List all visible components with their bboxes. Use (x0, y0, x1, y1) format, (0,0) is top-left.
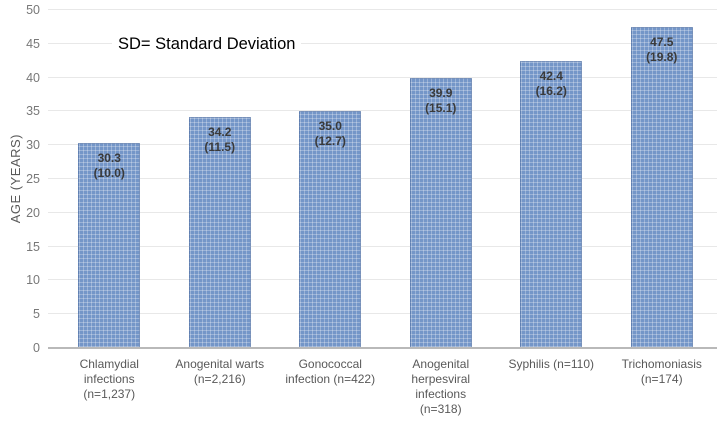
bar-1: 34.2 (11.5) (188, 116, 251, 348)
category-label-0: Chlamydial infections (n=1,237) (79, 357, 139, 401)
bar-sd-label: (12.7) (314, 134, 346, 149)
gridline-5 (48, 313, 717, 315)
category-label-3: Anogenital herpesviral infections (n=318… (411, 357, 471, 416)
bar-value-label: 42.4 (539, 69, 563, 84)
gridline-20 (48, 211, 717, 213)
bar-label-2: 35.0 (12.7) (286, 119, 374, 149)
bar-slot-3: 39.9 (15.1) (386, 10, 497, 348)
gridline-30 (48, 144, 717, 146)
bar-sd-label: (11.5) (204, 139, 236, 154)
bar-sd-label: (19.8) (646, 49, 678, 64)
gridline-25 (48, 178, 717, 179)
bar-sd-label: (16.2) (535, 84, 567, 99)
bar-slot-4: 42.4 (16.2) (496, 10, 607, 348)
bar-label-4: 42.4 (16.2) (507, 69, 595, 99)
bar-sd-label: (10.0) (93, 166, 125, 181)
y-tick-label-50: 50 (26, 3, 40, 17)
gridline-35 (48, 110, 717, 112)
bar-sd-label: (15.1) (425, 101, 457, 116)
y-tick-label-35: 35 (26, 104, 40, 119)
bar-slot-5: 47.5 (19.8) (607, 10, 718, 348)
bars-layer: 30.3 (10.0) 34.2 (11.5) 35.0 (12.7) 39.9 (15.1)… (54, 10, 717, 348)
bar-slot-0: 30.3 (10.0) (54, 10, 165, 348)
y-tick-label-15: 15 (26, 239, 40, 254)
category-label-2: Gonococcal infection (n=422) (285, 357, 376, 386)
bar-value-label: 47.5 (650, 34, 674, 49)
y-tick-label-30: 30 (26, 138, 40, 153)
bar-value-label: 30.3 (97, 151, 121, 166)
y-tick-label-25: 25 (26, 172, 40, 186)
plot-area: 30.3 (10.0) 34.2 (11.5) 35.0 (12.7) 39.9 (15.1)… (48, 9, 717, 349)
bar-value-label: 39.9 (429, 86, 453, 101)
gridline-45 (48, 42, 717, 44)
category-label-5: Trichomoniasis (n=174) (621, 357, 702, 386)
bar-value-label: 34.2 (208, 124, 232, 139)
y-tick-label-0: 0 (33, 341, 40, 355)
gridline-15 (48, 245, 717, 247)
sd-annotation: SD= Standard Deviation (112, 33, 302, 56)
y-tick-label-45: 45 (26, 36, 40, 51)
bar-2: 35.0 (12.7) (299, 111, 362, 348)
y-tick-label-5: 5 (33, 307, 40, 322)
bar-4: 42.4 (16.2) (520, 61, 583, 348)
y-tick-label-40: 40 (26, 70, 40, 85)
category-label-1: Anogenital warts (n=2,216) (175, 357, 265, 386)
bar-slot-1: 34.2 (11.5) (165, 10, 276, 348)
bar-3: 39.9 (15.1) (409, 78, 472, 348)
y-tick-label-10: 10 (26, 273, 40, 288)
bar-value-label: 35.0 (318, 119, 342, 134)
bar-0: 30.3 (10.0) (78, 143, 141, 348)
gridline-40 (48, 76, 717, 78)
x-axis-labels: Chlamydial infections (n=1,237) Anogenita… (54, 357, 717, 417)
bar-label-5: 47.5 (19.8) (618, 35, 706, 65)
x-axis-line (48, 347, 717, 349)
bar-label-3: 39.9 (15.1) (397, 86, 485, 116)
y-tick-label-20: 20 (26, 205, 40, 220)
gridline-10 (48, 279, 717, 281)
bar-slot-2: 35.0 (12.7) (275, 10, 386, 348)
gridline-50 (48, 9, 717, 10)
category-label-4: Syphilis (n=110) (508, 357, 595, 371)
bar-label-1: 34.2 (11.5) (176, 125, 264, 155)
bar-label-0: 30.3 (10.0) (65, 151, 153, 181)
bar-5: 47.5 (19.8) (630, 26, 693, 348)
